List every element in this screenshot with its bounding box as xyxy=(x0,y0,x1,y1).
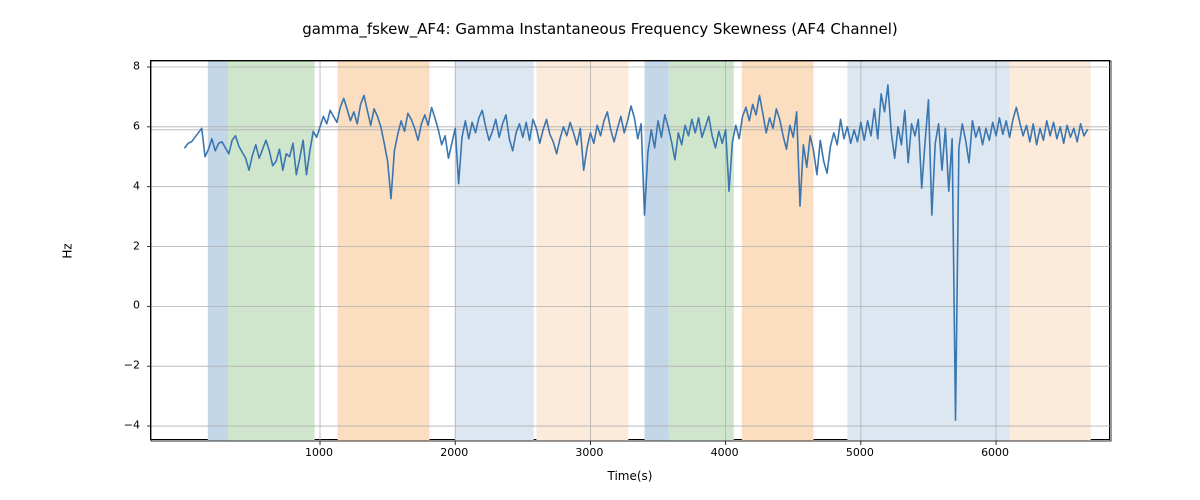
x-tick-label: 2000 xyxy=(440,446,468,459)
y-tick-label: −2 xyxy=(124,359,140,372)
x-tick-label: 1000 xyxy=(305,446,333,459)
y-tick-label: 4 xyxy=(133,179,140,192)
background-region xyxy=(208,61,228,441)
y-axis-label: Hz xyxy=(61,243,75,258)
background-region xyxy=(536,61,628,441)
plot-svg xyxy=(151,61,1111,441)
x-tick-label: 3000 xyxy=(575,446,603,459)
x-tick-label: 5000 xyxy=(846,446,874,459)
x-axis-label: Time(s) xyxy=(150,469,1110,483)
y-tick-label: 8 xyxy=(133,59,140,72)
y-tick-label: 0 xyxy=(133,299,140,312)
chart-title: gamma_fskew_AF4: Gamma Instantaneous Fre… xyxy=(0,20,1200,38)
x-tick-label: 6000 xyxy=(981,446,1009,459)
y-tick-label: −4 xyxy=(124,419,140,432)
x-tick-label: 4000 xyxy=(711,446,739,459)
y-tick-label: 6 xyxy=(133,119,140,132)
figure: gamma_fskew_AF4: Gamma Instantaneous Fre… xyxy=(0,0,1200,500)
background-region xyxy=(228,61,315,441)
background-region xyxy=(669,61,734,441)
background-region xyxy=(455,61,533,441)
background-region xyxy=(1010,61,1091,441)
plot-area xyxy=(150,60,1110,440)
y-tick-label: 2 xyxy=(133,239,140,252)
background-region xyxy=(742,61,814,441)
